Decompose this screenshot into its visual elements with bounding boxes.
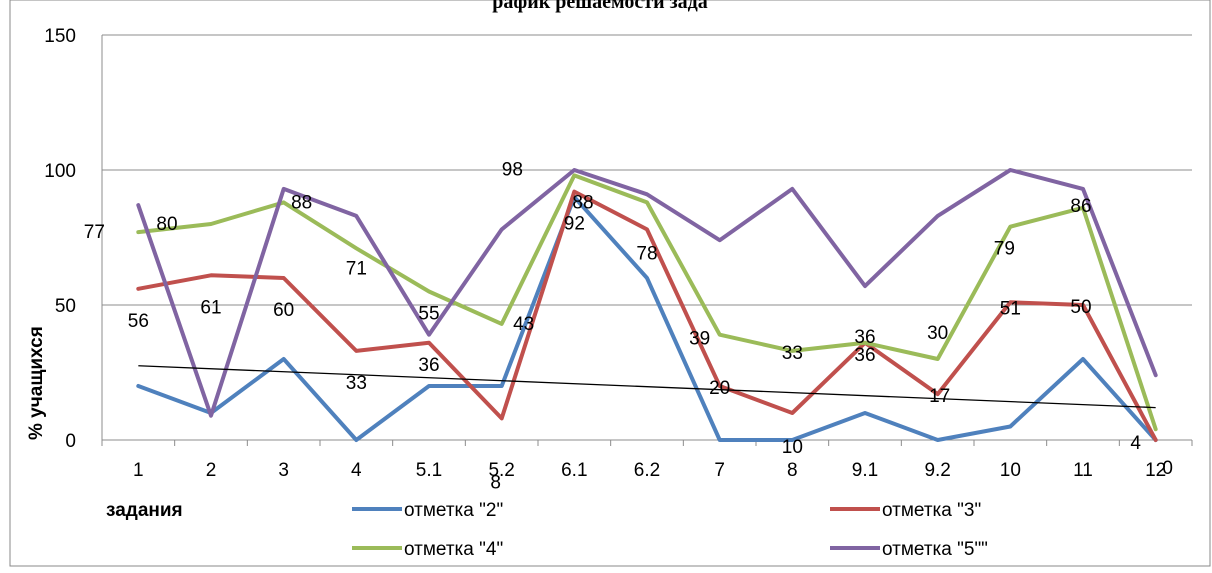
- x-tick-label: 11: [1073, 460, 1093, 481]
- trend-line: [138, 365, 1156, 409]
- chart-frame: [9, 0, 1211, 567]
- data-label: 39: [689, 329, 710, 350]
- data-label: 36: [854, 327, 875, 348]
- data-label: 50: [1070, 297, 1091, 318]
- data-label: 79: [994, 239, 1015, 260]
- data-label: 92: [564, 214, 585, 235]
- data-label: 71: [346, 258, 367, 279]
- x-tick-label: 9.1: [852, 460, 878, 481]
- legend-label: отметка "3": [882, 500, 981, 521]
- data-label: 33: [346, 373, 367, 394]
- x-tick-label: 5.2: [488, 460, 514, 481]
- data-label: 20: [709, 378, 730, 399]
- y-tick-label: 50: [55, 296, 76, 317]
- data-label: 88: [572, 192, 593, 213]
- y-tick-label: 100: [44, 161, 76, 182]
- y-tick-label: 0: [65, 431, 76, 452]
- y-tick-label: 150: [44, 26, 76, 47]
- x-tick-label: 2: [206, 460, 217, 481]
- data-label: 88: [291, 192, 312, 213]
- data-label: 51: [1000, 298, 1021, 319]
- x-tick-label: 5.1: [416, 460, 442, 481]
- data-label: 36: [418, 355, 439, 376]
- data-label: 61: [200, 297, 221, 318]
- series-line-3: [136, 173, 1158, 432]
- data-label: 55: [418, 304, 439, 325]
- data-label: 33: [782, 343, 803, 364]
- x-tick-labels: 1 2 3 4 5.1 5.2 6.1 6.2 7 8 9.1 9.2 10 11 12: [133, 460, 1166, 481]
- legend: отметка "2" отметка "3" отметка "4" отметка…: [352, 500, 988, 560]
- x-tick-label: 6.2: [634, 460, 660, 481]
- x-tick-label: 12: [1145, 460, 1166, 481]
- x-tick-label: 6.1: [561, 460, 587, 481]
- data-label: 10: [782, 437, 803, 458]
- data-label: 98: [502, 159, 523, 180]
- data-label: 80: [156, 214, 177, 235]
- x-tick-label: 9.2: [924, 460, 950, 481]
- x-tick-label: 7: [714, 460, 725, 481]
- x-tick-label: 4: [351, 460, 362, 481]
- legend-label: отметка "5"": [882, 539, 988, 560]
- x-axis-title: задания: [106, 500, 183, 521]
- series-line-1: [136, 195, 1158, 442]
- x-tick-label: 1: [133, 460, 144, 481]
- series-lines: [136, 168, 1158, 442]
- legend-label: отметка "4": [404, 539, 503, 560]
- data-label: 56: [128, 311, 149, 332]
- data-label: 86: [1070, 196, 1091, 217]
- data-label: 77: [84, 222, 105, 243]
- data-label: 0: [1162, 458, 1173, 479]
- data-label: 36: [854, 345, 875, 366]
- trendline: [138, 365, 1156, 409]
- data-label: 8: [490, 472, 501, 493]
- series-line-4: [136, 168, 1158, 418]
- y-tick-labels: 0 50 100 150: [44, 26, 76, 452]
- chart-title: рафик решаемости зада: [492, 0, 708, 13]
- data-label: 43: [513, 314, 534, 335]
- data-label: 30: [927, 323, 948, 344]
- data-label: 78: [636, 243, 657, 264]
- data-label: 4: [1130, 433, 1141, 454]
- series-line-2: [136, 189, 1158, 442]
- data-label: 17: [929, 386, 950, 407]
- y-axis-title: % учащихся: [26, 326, 47, 440]
- x-tick-label: 8: [787, 460, 798, 481]
- x-tick-label: 3: [278, 460, 289, 481]
- legend-label: отметка "2": [404, 500, 503, 521]
- x-tick-label: 10: [1000, 460, 1021, 481]
- data-label: 60: [273, 300, 294, 321]
